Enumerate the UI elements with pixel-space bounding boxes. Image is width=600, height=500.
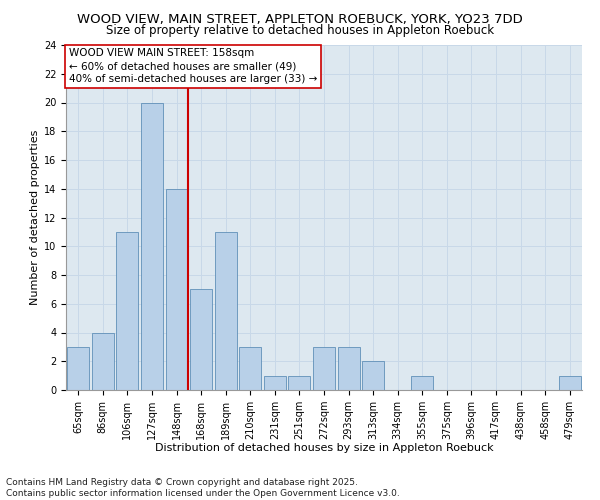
Bar <box>166 188 188 390</box>
Text: WOOD VIEW, MAIN STREET, APPLETON ROEBUCK, YORK, YO23 7DD: WOOD VIEW, MAIN STREET, APPLETON ROEBUCK… <box>77 12 523 26</box>
Bar <box>338 347 359 390</box>
Bar <box>116 232 139 390</box>
Y-axis label: Number of detached properties: Number of detached properties <box>29 130 40 305</box>
Bar <box>215 232 237 390</box>
Text: Contains HM Land Registry data © Crown copyright and database right 2025.
Contai: Contains HM Land Registry data © Crown c… <box>6 478 400 498</box>
Text: Size of property relative to detached houses in Appleton Roebuck: Size of property relative to detached ho… <box>106 24 494 37</box>
Bar <box>289 376 310 390</box>
Text: WOOD VIEW MAIN STREET: 158sqm
← 60% of detached houses are smaller (49)
40% of s: WOOD VIEW MAIN STREET: 158sqm ← 60% of d… <box>68 48 317 84</box>
Bar <box>141 102 163 390</box>
Bar <box>239 347 262 390</box>
Bar <box>411 376 433 390</box>
Bar <box>264 376 286 390</box>
Bar <box>190 290 212 390</box>
Bar <box>67 347 89 390</box>
Bar <box>92 332 114 390</box>
Bar <box>313 347 335 390</box>
X-axis label: Distribution of detached houses by size in Appleton Roebuck: Distribution of detached houses by size … <box>155 444 493 454</box>
Bar <box>362 361 384 390</box>
Bar <box>559 376 581 390</box>
